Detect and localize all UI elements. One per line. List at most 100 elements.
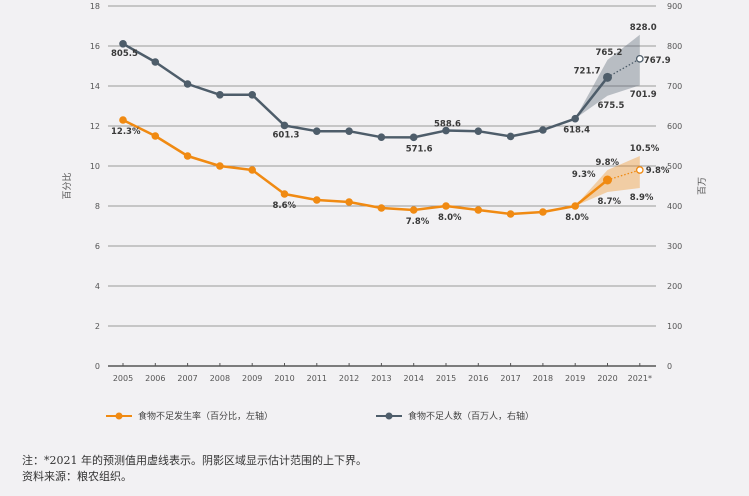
data-point <box>216 91 224 99</box>
data-point <box>183 80 192 88</box>
legend-label-grey: 食物不足人数（百万人，右轴） <box>408 412 535 422</box>
gridlines <box>108 5 656 367</box>
left-tick-label: 16 <box>90 42 100 51</box>
data-label: 601.3 <box>273 130 300 140</box>
x-tick-label: 2010 <box>274 374 294 383</box>
data-point <box>506 210 515 218</box>
data-labels: 12.3%8.6%7.8% 8.0% 8.0%9.3% 9.8%9.8%8.7%10.… <box>111 23 671 227</box>
data-label: 805.5 <box>111 49 138 59</box>
band-label: 675.5 <box>598 101 625 111</box>
x-tick-label: 2014 <box>404 374 424 383</box>
footnote: 注：*2021 年的预测值用虚线表示。阴影区域显示估计范围的上下界。 <box>22 454 367 467</box>
data-point <box>442 202 450 210</box>
data-point <box>183 152 192 160</box>
x-tick-label: 2008 <box>210 374 230 383</box>
x-tick-label: 2021* <box>628 374 652 383</box>
data-point <box>119 40 127 48</box>
right-tick-label: 100 <box>667 322 682 331</box>
data-label: 721.7 <box>574 66 601 76</box>
x-tick-label: 2015 <box>436 374 456 383</box>
data-point <box>248 91 256 99</box>
left-axis-title: 百分比 <box>61 172 73 199</box>
data-label: 9.3% <box>572 170 596 180</box>
data-point <box>377 133 386 141</box>
grey-line-marker-icon <box>376 412 402 419</box>
data-point <box>216 162 224 170</box>
right-tick-label: 200 <box>667 282 682 291</box>
x-tick-label: 2006 <box>145 374 165 383</box>
legend-item-orange: 食物不足发生率（百分比，左轴） <box>106 409 273 422</box>
x-tick-label: 2019 <box>565 374 585 383</box>
data-point <box>280 121 289 130</box>
left-tick-label: 18 <box>90 2 100 11</box>
data-point <box>474 127 483 135</box>
data-point <box>248 166 256 174</box>
data-label: 8.0% <box>565 213 589 223</box>
projection-line-orange <box>607 169 640 181</box>
data-point <box>409 206 418 214</box>
x-tick-label: 2012 <box>339 374 359 383</box>
legend-label-orange: 食物不足发生率（百分比，左轴） <box>138 412 274 422</box>
x-tick-label: 2005 <box>113 374 133 383</box>
x-tick-label: 2009 <box>242 374 262 383</box>
x-tick-label: 2018 <box>533 374 553 383</box>
x-tick-label: 2017 <box>500 374 520 383</box>
series-line-orange <box>122 118 609 216</box>
right-tick-label: 600 <box>667 122 682 131</box>
left-tick-label: 2 <box>95 322 100 331</box>
data-point <box>151 132 160 140</box>
left-tick-label: 0 <box>95 362 100 371</box>
orange-line-marker-icon <box>106 412 132 419</box>
x-tick-label: 2016 <box>468 374 488 383</box>
data-point <box>377 204 386 212</box>
data-point <box>345 127 353 135</box>
data-point <box>409 133 418 142</box>
data-point <box>313 127 321 135</box>
right-tick-label: 300 <box>667 242 682 251</box>
chart: 12.3%8.6%7.8% 8.0% 8.0%9.3% 9.8%9.8%8.7%10.… <box>61 2 708 383</box>
left-tick-label: 14 <box>90 82 100 91</box>
band-label: 8.7% <box>598 197 622 207</box>
legend-item-grey: 食物不足人数（百万人，右轴） <box>376 409 534 422</box>
left-tick-label: 8 <box>95 202 100 211</box>
data-label: 618.4 <box>563 126 590 136</box>
series-lines <box>122 42 641 216</box>
left-tick-label: 10 <box>90 162 100 171</box>
band-label: 701.9 <box>630 90 657 100</box>
data-point <box>474 206 483 214</box>
x-tick-label: 2007 <box>177 374 197 383</box>
left-tick-label: 6 <box>95 242 100 251</box>
right-tick-label: 400 <box>667 202 682 211</box>
left-tick-label: 4 <box>95 282 100 291</box>
right-tick-label: 900 <box>667 2 682 11</box>
right-tick-label: 0 <box>667 362 672 371</box>
x-tick-label: 2020 <box>597 374 617 383</box>
data-point <box>539 126 547 134</box>
left-tick-label: 12 <box>90 122 100 131</box>
data-point <box>313 196 321 204</box>
band-label: 10.5% <box>630 144 660 154</box>
projected-point <box>635 54 644 63</box>
data-point <box>571 114 579 123</box>
data-label: 7.8% <box>406 217 430 227</box>
band-label: 828.0 <box>630 23 657 33</box>
right-tick-label: 700 <box>667 82 682 91</box>
band-label: 8.9% <box>630 193 654 203</box>
data-point <box>345 198 353 206</box>
data-point <box>539 208 547 216</box>
axis-ticks: 0 2 4 6 8 10 12 14 16 18 0 100 200 300 400 500 600 700 800… <box>90 2 682 383</box>
series-points <box>119 40 644 218</box>
data-point <box>119 116 127 124</box>
data-label: 12.3% <box>111 127 141 137</box>
right-tick-label: 500 <box>667 162 682 171</box>
data-point <box>603 175 612 185</box>
data-point <box>151 58 160 66</box>
x-tick-label: 2011 <box>307 374 327 383</box>
data-point <box>506 132 515 141</box>
right-tick-label: 800 <box>667 42 682 51</box>
data-point <box>442 126 450 135</box>
projection-line-grey <box>607 58 641 78</box>
data-label: 9.8% <box>646 166 670 176</box>
data-label: 571.6 <box>406 144 433 154</box>
projected-point <box>635 166 644 174</box>
